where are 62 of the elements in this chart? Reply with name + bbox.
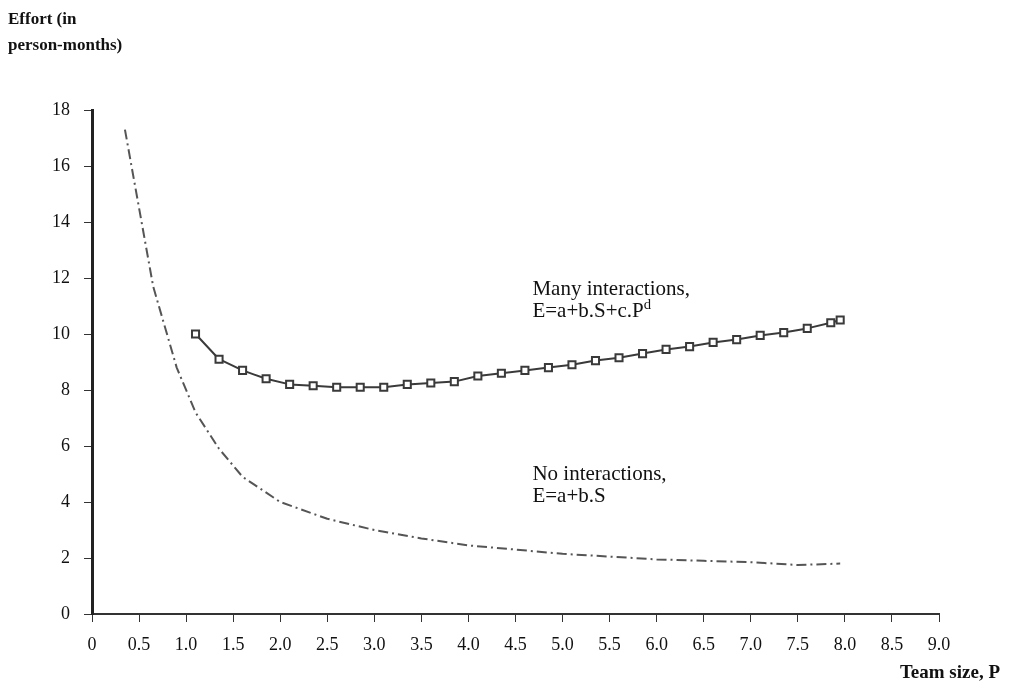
- point: [755, 330, 765, 340]
- x-tick-label: 6.5: [692, 633, 715, 654]
- point: [708, 337, 718, 347]
- point: [426, 378, 436, 388]
- point: [543, 363, 553, 373]
- point: [685, 342, 695, 352]
- x-axis-title: Team size, P: [899, 661, 1001, 682]
- point: [732, 335, 742, 345]
- x-tick-label: 2.0: [268, 633, 292, 654]
- y-tick-label: 10: [52, 322, 70, 343]
- x-tick-label: 6.0: [645, 633, 668, 654]
- y-tick-label: 6: [61, 434, 70, 455]
- x-tick-label: 1.0: [174, 633, 198, 654]
- point: [567, 360, 577, 370]
- point: [473, 371, 483, 381]
- point: [779, 328, 789, 338]
- y-tick-label: 14: [52, 210, 70, 231]
- point: [308, 381, 318, 391]
- y-tick-label: 2: [61, 546, 70, 567]
- point: [190, 329, 201, 339]
- x-tick-label: 0: [87, 633, 97, 654]
- y-tick-label: 12: [52, 266, 70, 287]
- point: [402, 379, 412, 389]
- x-tick-label: 8.0: [833, 633, 857, 654]
- y-tick-label: 0: [61, 602, 70, 623]
- x-tick-label: 7.0: [739, 633, 763, 654]
- x-tick-label: 9.0: [927, 633, 951, 654]
- point: [826, 318, 836, 328]
- x-tick-label: 2.5: [316, 633, 339, 654]
- y-tick-label: 18: [52, 98, 70, 119]
- y-tick-label: 8: [61, 378, 70, 399]
- x-tick-label: 8.5: [880, 633, 904, 654]
- point: [379, 382, 389, 392]
- point: [261, 374, 271, 384]
- x-tick-label: 4.0: [457, 633, 480, 654]
- point: [449, 377, 459, 387]
- x-tick-label: 3.5: [410, 633, 433, 654]
- point: [661, 344, 671, 354]
- x-tick-label: 7.5: [786, 633, 810, 654]
- point: [285, 379, 295, 389]
- line-series: [123, 128, 842, 566]
- x-tick-label: 1.5: [221, 633, 245, 654]
- x-tick-label: 5.0: [551, 633, 574, 654]
- x-tick-label: 0.5: [127, 633, 151, 654]
- x-tick-label: 3.0: [363, 633, 386, 654]
- point: [520, 365, 530, 375]
- point: [835, 315, 845, 325]
- point: [238, 365, 248, 375]
- point: [590, 356, 601, 366]
- annotation: No interactions, E=a+b.S: [532, 460, 667, 507]
- y-tick-label: 4: [61, 490, 70, 511]
- y-axis-title: Effort (in person-months): [8, 9, 123, 54]
- x-tick-label: 5.5: [598, 633, 621, 654]
- point: [638, 349, 648, 359]
- x-tick-label: 4.5: [504, 633, 527, 654]
- point: [802, 323, 812, 333]
- point: [496, 368, 506, 378]
- point: [614, 353, 624, 363]
- y-tick-label: 16: [52, 154, 70, 175]
- point: [332, 382, 342, 392]
- point: [214, 354, 224, 364]
- point: [355, 382, 365, 392]
